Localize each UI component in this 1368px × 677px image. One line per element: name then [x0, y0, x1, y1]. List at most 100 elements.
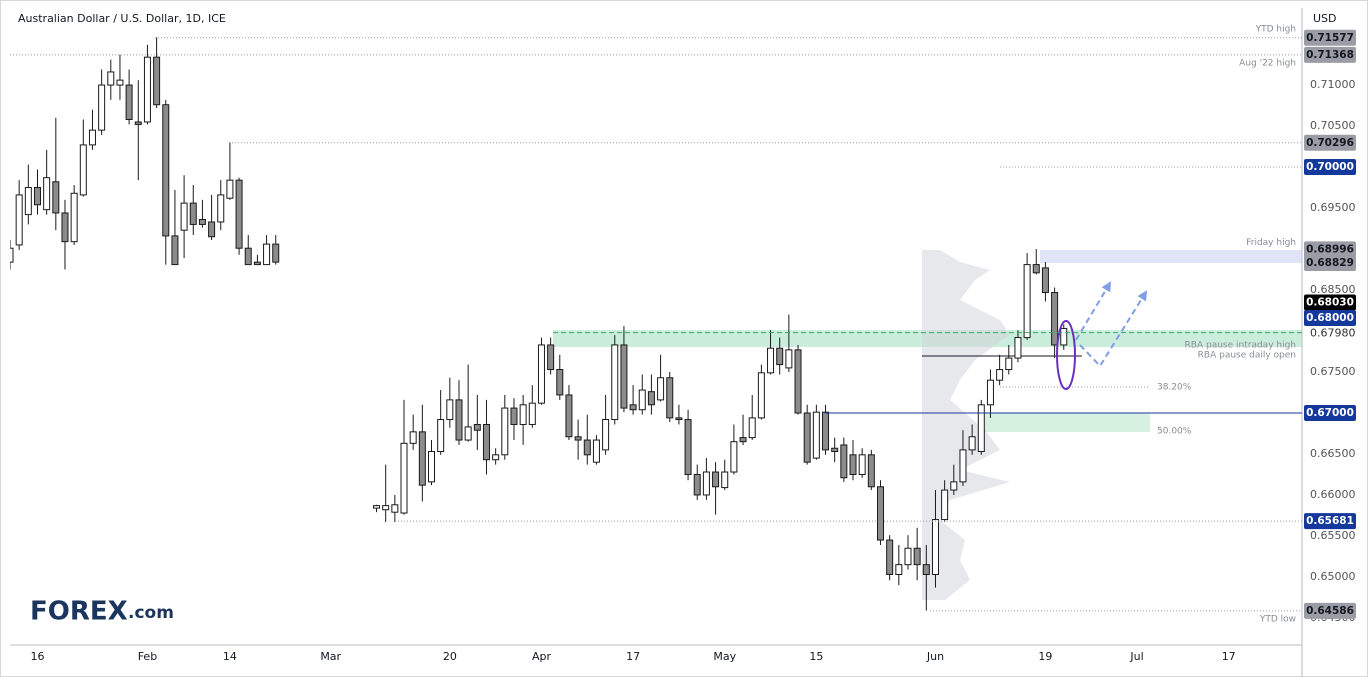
- candle-body: [418, 431, 426, 486]
- x-tick-label: Mar: [320, 650, 341, 663]
- level-note: Friday high: [1246, 238, 1296, 248]
- x-tick-label: May: [713, 650, 736, 663]
- candle-body: [858, 454, 866, 475]
- candle-body: [79, 144, 87, 196]
- candle-body: [721, 471, 729, 489]
- candle-body: [757, 372, 765, 419]
- candle-body: [88, 129, 96, 146]
- candle-body: [143, 56, 151, 123]
- price-badge: [1304, 241, 1356, 258]
- candle-body: [922, 564, 930, 575]
- candle-body: [226, 179, 234, 199]
- candle-body: [180, 202, 188, 231]
- candle-body: [647, 391, 655, 406]
- candle-body: [931, 519, 939, 575]
- candle-body: [666, 377, 674, 419]
- candle-body: [15, 194, 23, 246]
- candle-body: [107, 71, 115, 86]
- x-tick-label: 15: [809, 650, 823, 663]
- price-badge: [1304, 255, 1356, 272]
- candle-body: [198, 219, 206, 225]
- candle-body: [1051, 291, 1059, 346]
- level-label: 0.67980: [1310, 327, 1356, 340]
- y-tick-label: 0.68500: [1310, 283, 1356, 296]
- price-badge-label: 0.70296: [1306, 137, 1354, 149]
- candle-body: [473, 423, 481, 431]
- candle-body: [702, 471, 710, 496]
- candle-body: [886, 539, 894, 575]
- price-badge: [1304, 294, 1356, 311]
- candle-body: [134, 121, 142, 125]
- candle-body: [391, 504, 399, 513]
- candle-body: [437, 419, 445, 453]
- currency: USD: [1313, 12, 1337, 25]
- price-badge: [1304, 134, 1356, 151]
- candle-body: [70, 192, 78, 243]
- x-tick-label: Apr: [532, 650, 552, 663]
- price-badge-label: 0.67000: [1306, 407, 1354, 419]
- price-badge: [1304, 159, 1356, 176]
- candle-body: [208, 221, 216, 238]
- candle-body: [675, 417, 683, 421]
- candle-body: [510, 407, 518, 425]
- candle-body: [501, 407, 509, 456]
- candle-body: [162, 104, 170, 237]
- candle-body: [61, 212, 69, 243]
- candle-body: [583, 439, 591, 456]
- x-tick-label: 14: [223, 650, 237, 663]
- candle-body: [1060, 328, 1068, 346]
- x-tick-label: 16: [30, 650, 44, 663]
- candle-body: [986, 379, 994, 406]
- candle-body: [244, 247, 252, 266]
- y-tick-label: 0.70500: [1310, 119, 1356, 132]
- candle-body: [959, 449, 967, 483]
- x-tick-label: Jul: [1129, 650, 1143, 663]
- candle-body: [1005, 357, 1013, 371]
- level-note: YTD low: [1259, 614, 1296, 624]
- candle-body: [263, 243, 271, 266]
- candle-body: [217, 194, 225, 223]
- candle-body: [968, 436, 976, 451]
- candle-body: [455, 399, 463, 441]
- candle-body: [629, 404, 637, 411]
- annotation: 38.20%: [1157, 383, 1192, 393]
- price-badge-label: 0.70000: [1306, 161, 1354, 173]
- candle-body: [831, 447, 839, 453]
- candle-body: [235, 179, 243, 249]
- candle-body: [840, 444, 848, 479]
- candle-body: [684, 419, 692, 475]
- candle-body: [43, 177, 51, 211]
- candle-body: [528, 402, 536, 425]
- candle-body: [592, 439, 600, 463]
- candle-body: [409, 431, 417, 444]
- y-tick-label: 0.65500: [1310, 529, 1356, 542]
- candle-body: [537, 344, 545, 404]
- candle-body: [24, 187, 32, 216]
- x-tick-label: 19: [1038, 650, 1052, 663]
- candle-body: [620, 344, 628, 409]
- chart-title: Australian Dollar / U.S. Dollar, 1D, ICE: [18, 12, 226, 25]
- price-badge: [1304, 29, 1356, 46]
- candle-body: [803, 412, 811, 463]
- candle-body: [565, 394, 573, 438]
- candle-body: [446, 399, 454, 421]
- candle-body: [748, 417, 756, 439]
- logo-suffix: .com: [128, 603, 174, 623]
- candle-body: [556, 369, 564, 396]
- candle-body: [492, 454, 500, 461]
- x-tick-label: Jun: [926, 650, 944, 663]
- candle-body: [98, 84, 106, 131]
- price-badge-label: 0.68996: [1306, 243, 1354, 255]
- price-badge: [1304, 513, 1356, 530]
- candle-body: [153, 56, 161, 106]
- candle-body: [125, 84, 133, 120]
- candle-body: [785, 349, 793, 369]
- y-tick-label: 0.66500: [1310, 447, 1356, 460]
- candle-body: [822, 411, 830, 451]
- price-badge: [1304, 310, 1356, 327]
- candle-body: [730, 441, 738, 473]
- candle-body: [253, 261, 261, 266]
- candle-body: [1023, 264, 1031, 339]
- candle-body: [171, 235, 179, 266]
- candle-body: [1014, 337, 1022, 359]
